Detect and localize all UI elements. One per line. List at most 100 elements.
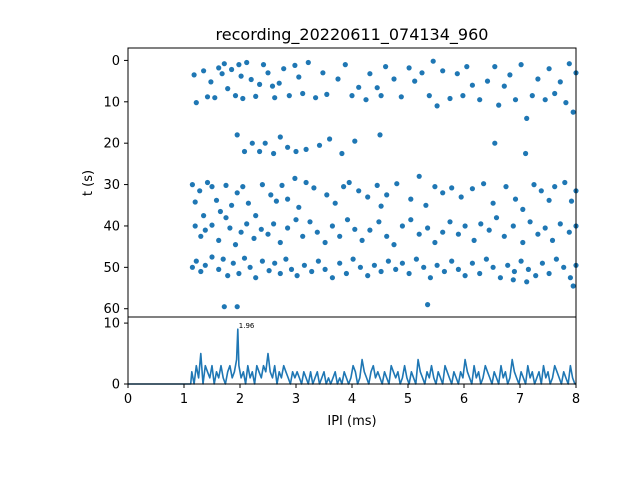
raster-point [454, 71, 460, 77]
raster-point [525, 266, 532, 272]
raster-point [316, 142, 323, 148]
raster-point [486, 227, 492, 233]
raster-points [189, 58, 579, 310]
raster-point [393, 266, 399, 272]
raster-point [492, 140, 498, 146]
raster-point [303, 146, 309, 152]
raster-point [501, 83, 507, 89]
raster-point [374, 182, 380, 188]
raster-point [271, 221, 277, 227]
raster-point [337, 233, 343, 239]
raster-point [234, 132, 240, 138]
raster-point [462, 273, 468, 279]
ipi-histogram: 1.96 0 10 0 1 2 3 4 5 6 7 8 IPI (ms) [103, 316, 580, 429]
raster-point [198, 268, 204, 275]
raster-point [363, 97, 369, 103]
raster-point [259, 258, 265, 264]
raster-point [549, 237, 556, 243]
raster-point [260, 62, 267, 68]
raster-point [511, 268, 517, 275]
raster-y-tick-label: 10 [103, 95, 120, 110]
raster-point [455, 266, 461, 272]
raster-point [303, 179, 309, 186]
chart-title: recording_20220611_074134_960 [216, 25, 489, 45]
raster-point [202, 227, 208, 233]
raster-point [464, 64, 470, 70]
raster-point [229, 202, 235, 208]
raster-point [272, 260, 278, 266]
raster-point [563, 100, 569, 106]
raster-point [497, 275, 503, 281]
raster-point [240, 184, 246, 190]
raster-point [374, 85, 380, 91]
raster-point [477, 270, 483, 277]
raster-point [329, 223, 335, 229]
raster-point [276, 80, 282, 86]
raster-point [193, 258, 199, 264]
histogram-y-tick-label: 0 [112, 378, 120, 393]
histogram-x-tick-label: 3 [292, 392, 300, 407]
raster-point [371, 262, 377, 268]
raster-point [553, 256, 560, 262]
raster-point [462, 223, 468, 229]
raster-point [383, 64, 389, 70]
raster-point [566, 229, 572, 235]
raster-point [447, 219, 453, 225]
raster-point [277, 239, 283, 246]
raster-y-label: t (s) [81, 170, 96, 196]
raster-point [241, 148, 248, 155]
raster-point [535, 76, 541, 82]
raster-point [531, 182, 537, 188]
raster-point [394, 181, 400, 187]
raster-point [408, 217, 414, 223]
raster-point [265, 70, 271, 76]
raster-point [427, 275, 433, 281]
raster-point [430, 58, 436, 64]
raster-point [359, 237, 365, 243]
raster-point [221, 61, 227, 67]
raster-point [449, 258, 455, 264]
raster-point [503, 184, 509, 190]
raster-point [423, 202, 429, 208]
raster-point [349, 93, 355, 99]
raster-point [283, 256, 289, 262]
histogram-x-tick-label: 5 [404, 392, 412, 407]
raster-point [490, 264, 496, 270]
raster-point [322, 266, 328, 272]
raster-point [512, 196, 519, 202]
raster-point [241, 255, 248, 261]
raster-y-ticks: 0 10 20 30 40 50 60 [103, 54, 128, 317]
raster-point [268, 192, 274, 198]
raster-point [197, 188, 203, 194]
raster-point [542, 225, 548, 231]
histogram-x-tick-label: 4 [348, 392, 356, 407]
raster-point [501, 233, 507, 239]
histogram-x-tick-label: 7 [516, 392, 524, 407]
raster-point [296, 204, 302, 210]
raster-point [324, 192, 330, 198]
raster-point [285, 196, 291, 202]
raster-point [301, 262, 307, 268]
raster-point [189, 264, 195, 270]
raster-point [253, 275, 259, 281]
raster-point [434, 103, 440, 109]
raster-point [352, 226, 358, 232]
raster-point [245, 200, 251, 206]
raster-point [236, 62, 242, 68]
raster-point [223, 215, 229, 221]
raster-point [458, 194, 464, 200]
raster-point [223, 182, 229, 188]
raster-point [269, 83, 276, 89]
raster-point [244, 59, 250, 66]
raster-point [357, 264, 363, 270]
raster-point [527, 219, 533, 225]
raster-point [425, 302, 431, 308]
histogram-x-tick-label: 2 [236, 392, 244, 407]
raster-point [322, 239, 328, 246]
raster-point [376, 219, 382, 225]
raster-point [201, 213, 207, 219]
raster-point [406, 270, 412, 277]
raster-point [204, 94, 211, 100]
raster-point [384, 233, 390, 239]
raster-point [247, 264, 253, 270]
